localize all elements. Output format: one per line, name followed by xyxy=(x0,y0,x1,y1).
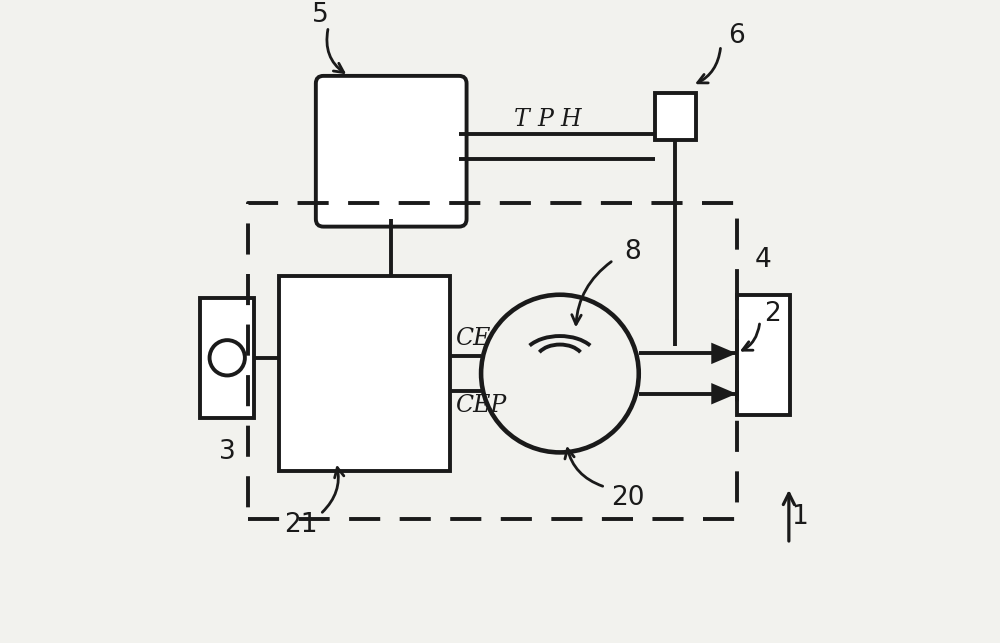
Text: 1: 1 xyxy=(791,503,808,530)
Text: 3: 3 xyxy=(219,439,236,466)
FancyBboxPatch shape xyxy=(316,76,467,226)
Bar xyxy=(737,294,790,415)
Bar xyxy=(655,93,696,140)
Text: CE: CE xyxy=(455,327,490,350)
Text: 4: 4 xyxy=(755,247,772,273)
Text: 2: 2 xyxy=(764,301,781,327)
Text: T: T xyxy=(514,108,530,131)
Text: CEP: CEP xyxy=(455,394,506,417)
Bar xyxy=(279,276,450,471)
Text: 6: 6 xyxy=(728,23,745,49)
Text: 21: 21 xyxy=(285,512,318,538)
Bar xyxy=(200,298,254,418)
Text: 8: 8 xyxy=(624,239,641,265)
Text: H: H xyxy=(560,108,581,131)
Text: 20: 20 xyxy=(611,485,645,511)
Polygon shape xyxy=(711,383,737,404)
Text: 5: 5 xyxy=(312,3,329,28)
Text: P: P xyxy=(537,108,553,131)
Polygon shape xyxy=(711,343,737,364)
